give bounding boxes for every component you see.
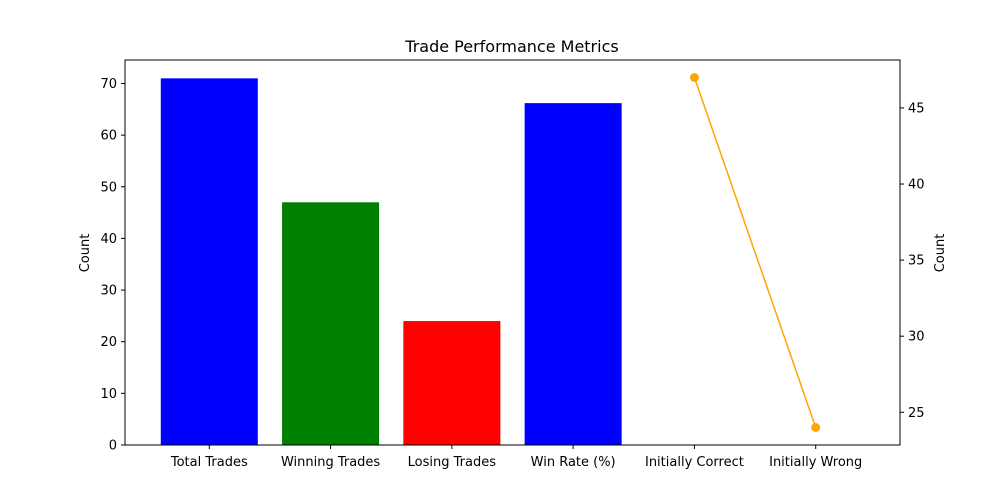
x-tick-label-0: Total Trades [170, 455, 248, 470]
line-point-2 [811, 423, 821, 432]
line-series [693, 77, 817, 428]
left-y-tick-label-0: 0 [109, 439, 117, 454]
left-y-tick-label-4: 40 [100, 232, 117, 247]
right-y-tick-label-0: 25 [908, 406, 925, 421]
left-y-tick-label-7: 70 [100, 77, 117, 92]
left-y-tick-label-1: 10 [100, 387, 117, 402]
x-tick-label-5: Initially Wrong [769, 455, 862, 470]
left-y-axis-label: Count [78, 234, 93, 273]
left-y-tick-label-5: 50 [100, 180, 117, 195]
plot-area: 0 10 20 30 40 50 60 70 25 30 35 40 45 Total Trades Win… [100, 59, 925, 470]
left-y-tick-label-3: 30 [100, 284, 117, 299]
right-y-axis-label: Count [933, 234, 948, 273]
plot-frame [124, 59, 901, 446]
bar-3 [403, 321, 501, 445]
x-tick-label-4: Initially Correct [645, 455, 744, 470]
line-point-1 [689, 73, 699, 82]
right-y-tick-label-3: 40 [908, 178, 925, 193]
chart-title: Trade Performance Metrics [404, 37, 618, 56]
right-y-tick-label-4: 45 [908, 101, 925, 116]
x-tick-label-2: Losing Trades [408, 455, 497, 470]
x-tick-label-3: Win Rate (%) [531, 455, 616, 470]
bar-1 [160, 78, 258, 445]
x-tick-label-1: Winning Trades [281, 455, 380, 470]
left-y-tick-label-2: 20 [100, 335, 117, 350]
left-y-tick-label-6: 60 [100, 129, 117, 144]
bar-4 [524, 103, 622, 445]
bar-2 [282, 202, 380, 445]
right-y-tick-label-2: 35 [908, 254, 925, 269]
right-y-tick-label-1: 30 [908, 330, 925, 345]
